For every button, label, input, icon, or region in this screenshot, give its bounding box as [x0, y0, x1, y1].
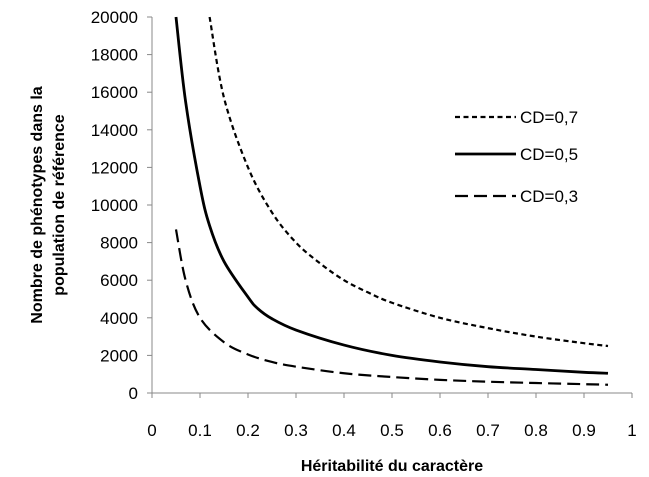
x-tick-label: 1	[627, 421, 636, 440]
y-axis-title-line: population de référence	[51, 114, 68, 295]
x-tick-label: 0	[147, 421, 156, 440]
y-tick-label: 12000	[91, 158, 138, 177]
legend: CD=0,7 CD=0,5 CD=0,3	[455, 108, 578, 206]
y-tick-label: 4000	[100, 309, 138, 328]
y-axis-title: Nombre de phénotypes dans la population d…	[29, 86, 68, 323]
y-tick-labels: 0 2000 4000 6000 8000 10000 12000 14000 16000 180…	[91, 8, 138, 403]
y-tick-label: 16000	[91, 83, 138, 102]
y-tick-label: 14000	[91, 121, 138, 140]
y-tick-label: 8000	[100, 234, 138, 253]
x-tick-label: 0.2	[236, 421, 260, 440]
x-axis-title: Héritabilité du caractère	[301, 458, 483, 475]
x-tick-labels: 0 0.1 0.2 0.3 0.4 0.5 0.6 0.7 0.8 0.9 1	[147, 421, 636, 440]
y-tick-label: 10000	[91, 196, 138, 215]
y-tick-label: 20000	[91, 8, 138, 27]
y-axis-title-line: Nombre de phénotypes dans la	[29, 86, 46, 323]
series-line-1	[208, 16, 609, 348]
y-tick-label: 0	[129, 384, 138, 403]
x-tick-label: 0.1	[188, 421, 212, 440]
x-tick-label: 0.5	[380, 421, 404, 440]
x-tick-label: 0.7	[476, 421, 500, 440]
x-tick-label: 0.3	[284, 421, 308, 440]
legend-label: CD=0,5	[520, 145, 578, 164]
axes	[147, 16, 633, 398]
x-tick-label: 0.8	[524, 421, 548, 440]
series-line-2	[174, 16, 609, 375]
legend-label: CD=0,7	[520, 108, 578, 127]
legend-label: CD=0,3	[520, 187, 578, 206]
y-tick-label: 6000	[100, 271, 138, 290]
y-tick-label: 2000	[100, 346, 138, 365]
x-tick-label: 0.9	[572, 421, 596, 440]
series-line-3	[174, 229, 609, 386]
x-tick-label: 0.6	[428, 421, 452, 440]
series-group	[174, 16, 609, 386]
x-tick-label: 0.4	[332, 421, 356, 440]
y-tick-label: 18000	[91, 46, 138, 65]
